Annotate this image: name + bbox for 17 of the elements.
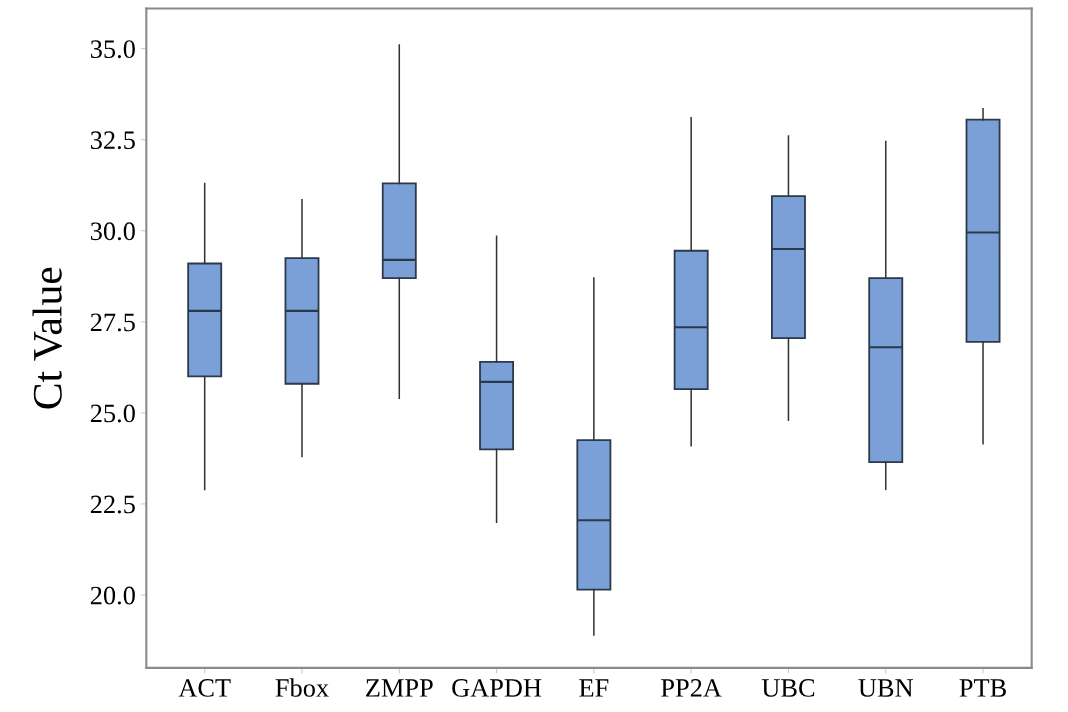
x-tick-label: Fbox bbox=[275, 678, 329, 697]
x-tick-label: ACT bbox=[178, 679, 231, 697]
x-tick-label: GAPDH bbox=[452, 679, 542, 697]
x-tick-label: PTB bbox=[959, 679, 1006, 697]
y-tick-label: 32.5 bbox=[90, 131, 135, 150]
y-axis-title: Ct Value bbox=[32, 267, 63, 409]
y-tick-label: 22.5 bbox=[90, 495, 135, 514]
y-tick-label: 27.5 bbox=[90, 313, 135, 332]
y-tick-label: 25.0 bbox=[90, 404, 135, 423]
y-tick-label: 35.0 bbox=[90, 40, 135, 59]
x-tick-label: ZMPP bbox=[366, 679, 433, 697]
x-tick-label: PP2A bbox=[661, 679, 722, 697]
x-tick-label: UBC bbox=[761, 679, 815, 697]
y-tick-label: 20.0 bbox=[90, 586, 135, 605]
x-tick-label: EF bbox=[579, 679, 609, 697]
x-tick-label: UBN bbox=[858, 679, 913, 697]
y-tick-label: 30.0 bbox=[90, 222, 135, 241]
